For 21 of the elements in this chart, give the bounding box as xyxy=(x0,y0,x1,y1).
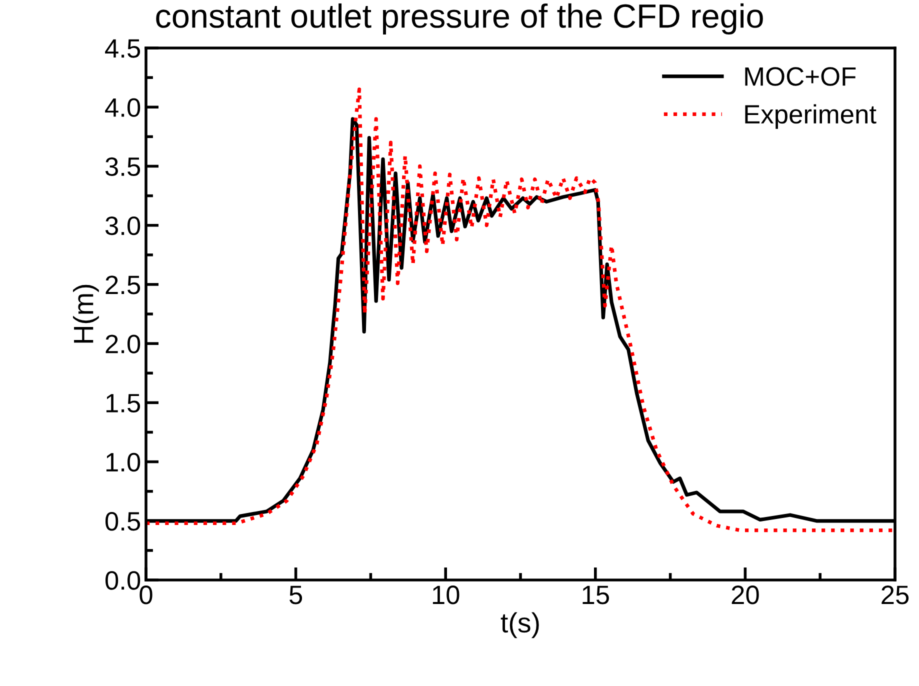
y-tick-label: 0.0 xyxy=(105,571,140,590)
y-axis-title: H(m) xyxy=(73,284,99,343)
x-axis-title: t(s) xyxy=(500,612,539,638)
y-tick-label: 3.0 xyxy=(105,216,140,236)
chart-title: constant outlet pressure of the CFD regio xyxy=(156,3,763,35)
legend-label: MOC+OF xyxy=(745,67,856,86)
x-tick-label: 5 xyxy=(290,586,302,604)
x-tick-label: 10 xyxy=(432,586,460,604)
legend-label: Experiment xyxy=(745,104,876,129)
y-tick-label: 2.0 xyxy=(106,334,140,354)
x-tick-label: 25 xyxy=(882,586,909,604)
y-tick-label: 1.5 xyxy=(106,394,140,412)
x-tick-label: 20 xyxy=(732,586,759,604)
y-tick-label: 4.5 xyxy=(105,39,140,58)
x-tick-label: 0 xyxy=(140,586,152,604)
y-tick-label: 3.5 xyxy=(105,157,140,176)
x-tick-label: 15 xyxy=(582,586,609,604)
y-tick-label: 2.5 xyxy=(106,276,140,294)
y-tick-label: 1.0 xyxy=(106,452,140,472)
y-tick-label: 0.5 xyxy=(105,512,140,531)
y-tick-label: 4.0 xyxy=(105,98,140,117)
